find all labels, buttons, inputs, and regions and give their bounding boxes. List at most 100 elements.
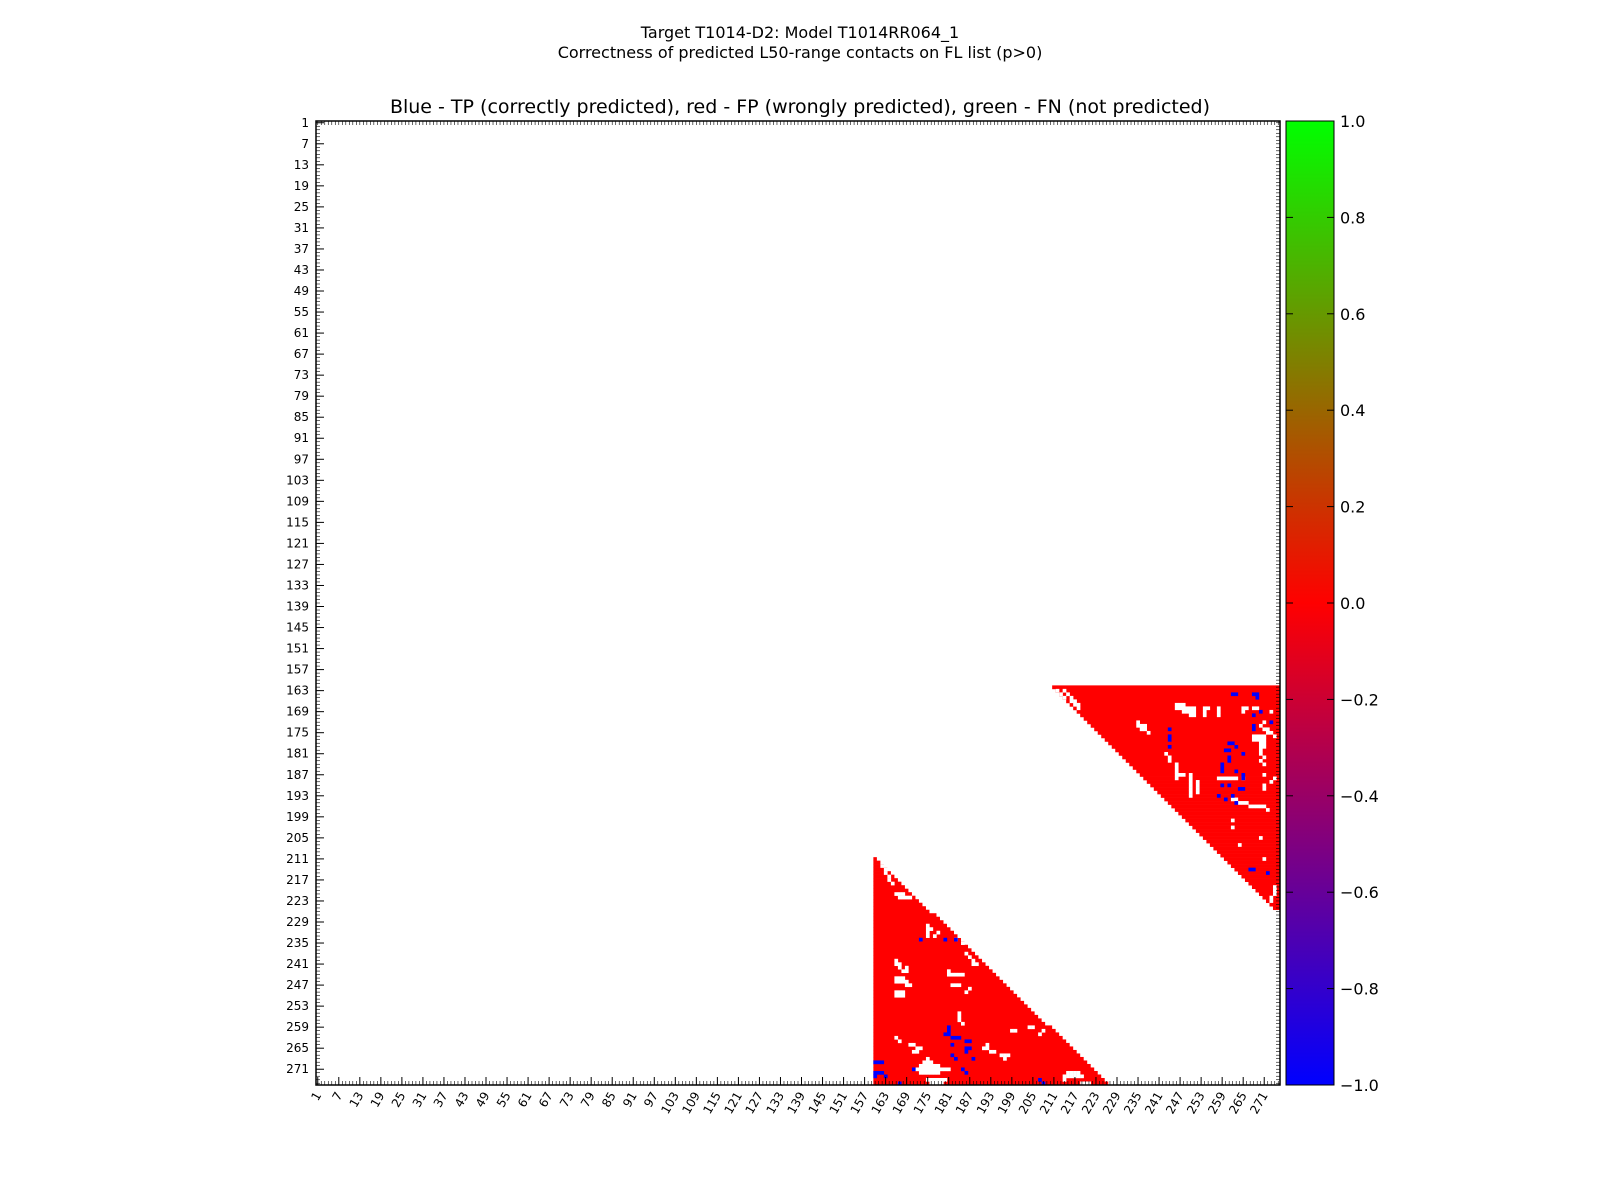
- empty-cell: [1069, 1070, 1074, 1075]
- fp-row-upper-right-183: [1125, 758, 1280, 763]
- tp-cell: [953, 1035, 958, 1040]
- tp-cell: [876, 1060, 881, 1065]
- empty-cell: [1234, 776, 1239, 781]
- empty-cell: [897, 962, 902, 967]
- empty-cell: [901, 969, 906, 974]
- x-tick-label: 259: [1205, 1090, 1229, 1117]
- x-tick-label: 199: [995, 1090, 1019, 1117]
- y-tick-label: 217: [286, 873, 309, 887]
- fp-row-upper-right-182: [1122, 755, 1280, 760]
- empty-cell: [1076, 706, 1081, 711]
- y-tick-label: 253: [286, 999, 309, 1013]
- empty-cell: [1164, 751, 1169, 756]
- y-tick-label: 133: [286, 578, 309, 592]
- tp-cell: [1255, 692, 1260, 697]
- empty-cell: [1262, 857, 1267, 861]
- x-tick-label: 133: [763, 1090, 787, 1117]
- tp-cell: [876, 1070, 881, 1075]
- empty-cell: [1262, 773, 1267, 777]
- empty-cell: [1188, 706, 1193, 711]
- fp-row-lower-left-220: [873, 888, 909, 893]
- empty-cell: [904, 969, 909, 974]
- empty-cell: [946, 972, 951, 977]
- tp-cell: [918, 937, 923, 942]
- empty-cell: [932, 1063, 937, 1068]
- empty-cell: [1066, 1070, 1070, 1075]
- y-tick-label: 1: [301, 116, 309, 130]
- colorbar-tick-label: −1.0: [1340, 1076, 1379, 1095]
- empty-cell: [1262, 741, 1267, 746]
- tp-cell: [1241, 787, 1246, 791]
- empty-cell: [929, 1063, 934, 1068]
- y-tick-label: 229: [286, 915, 309, 929]
- tp-cell: [880, 1060, 885, 1065]
- colorbar-tick-label: 0.4: [1340, 401, 1365, 420]
- empty-cell: [925, 1060, 930, 1065]
- fp-row-upper-right-162: [1052, 685, 1280, 690]
- empty-cell: [964, 990, 969, 995]
- x-tick-label: 13: [347, 1090, 367, 1110]
- x-tick-label: 97: [641, 1090, 661, 1110]
- empty-cell: [1258, 751, 1263, 756]
- empty-cell: [1251, 706, 1256, 711]
- x-tick-label: 91: [620, 1090, 640, 1110]
- fp-row-lower-left-261: [873, 1032, 1060, 1037]
- colorbar-ticks: 1.0 0.8 0.6 0.4 0.2 0.0 −0.2 −0.4 −0.6 −0.8 −1.0: [1286, 112, 1379, 1095]
- y-tick-label: 127: [286, 557, 309, 571]
- x-tick-label: 253: [1184, 1090, 1208, 1117]
- x-tick-label: 163: [869, 1090, 893, 1117]
- y-tick-label: 205: [286, 831, 309, 845]
- fp-row-upper-right-165: [1062, 695, 1280, 700]
- empty-cell: [1073, 699, 1077, 704]
- tp-cell: [1227, 758, 1232, 763]
- empty-cell: [1188, 776, 1193, 781]
- tp-cell: [1234, 692, 1239, 697]
- tp-cell: [964, 1070, 969, 1075]
- fp-row-upper-right-195: [1167, 801, 1280, 805]
- fp-row-upper-right-194: [1164, 797, 1280, 802]
- fp-row-lower-left-218: [873, 881, 902, 886]
- colorbar-tick-label: 1.0: [1340, 112, 1365, 131]
- x-tick-label: 157: [848, 1090, 872, 1117]
- y-tick-label: 43: [294, 263, 309, 277]
- empty-cell: [1241, 709, 1246, 714]
- fp-row-upper-right-210: [1220, 853, 1280, 858]
- tp-cell: [1227, 748, 1232, 753]
- empty-cell: [887, 878, 892, 882]
- empty-cell: [915, 1049, 920, 1054]
- empty-cell: [968, 986, 972, 991]
- tp-cell: [873, 1060, 878, 1065]
- y-tick-label: 103: [286, 473, 309, 487]
- empty-cell: [1080, 1074, 1084, 1079]
- empty-cell: [883, 867, 888, 872]
- colorbar-tick-label: 0.2: [1340, 498, 1365, 517]
- tp-cell: [971, 1056, 976, 1061]
- fp-row-upper-right-214: [1234, 867, 1280, 872]
- tp-cell: [1227, 741, 1232, 746]
- empty-cell: [1262, 804, 1267, 809]
- heatmap-true-positive-cells: [873, 692, 1274, 1086]
- empty-cell: [950, 972, 955, 977]
- empty-cell: [1206, 706, 1211, 711]
- x-tick-label: 1: [308, 1090, 324, 1104]
- colorbar-tick-label: −0.8: [1340, 980, 1379, 999]
- fp-row-upper-right-173: [1090, 723, 1280, 728]
- fp-row-lower-left-268: [873, 1056, 1084, 1061]
- empty-cell: [929, 1060, 934, 1065]
- y-tick-label: 109: [286, 494, 309, 508]
- empty-cell: [1188, 787, 1193, 791]
- fp-row-lower-left-233: [873, 934, 958, 939]
- y-axis: 1 7 13 19 25 31 37 43 49 55 61 67 73 79 85 91 97 103 109 11…: [286, 116, 324, 1076]
- x-tick-label: 37: [431, 1090, 451, 1110]
- empty-cell: [901, 892, 906, 896]
- x-tick-label: 43: [452, 1090, 472, 1110]
- fp-row-lower-left-244: [873, 972, 997, 977]
- x-tick-label: 181: [932, 1090, 956, 1117]
- empty-cell: [1076, 702, 1081, 707]
- tp-cell: [950, 1042, 955, 1047]
- fp-row-lower-left-234: [873, 937, 962, 942]
- fp-row-upper-right-224: [1269, 902, 1280, 907]
- empty-cell: [1192, 709, 1197, 714]
- tp-cell: [1251, 727, 1256, 732]
